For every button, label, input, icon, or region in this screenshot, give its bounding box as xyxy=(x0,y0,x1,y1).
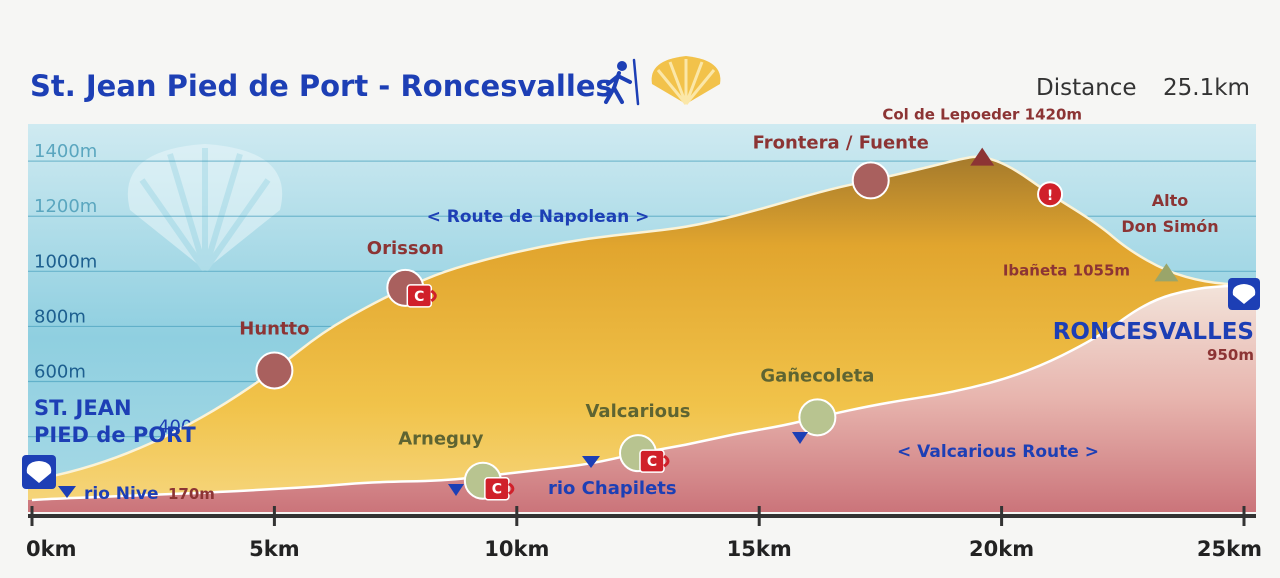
start-shell-badge xyxy=(22,455,56,489)
y-tick-label: 1400m xyxy=(34,141,97,162)
cafe-icon xyxy=(484,476,510,501)
y-tick-label: 1200m xyxy=(34,196,97,217)
y-tick-label: 1000m xyxy=(34,251,97,272)
cafe-mark: C xyxy=(492,482,502,498)
river-chapilets-marker-icon xyxy=(582,456,600,468)
start-name-line1: ST. JEAN xyxy=(34,396,132,420)
valcarious-label: Valcarious xyxy=(585,401,690,422)
frontera-fuente-stop-marker xyxy=(851,161,890,200)
warning-icon xyxy=(1037,181,1064,208)
start-name-line2: PIED de PORT xyxy=(34,423,196,447)
river-nive-label: rio Nive xyxy=(84,484,158,504)
col-de-lepoeder-1420m-label: Col de Lepoeder 1420m xyxy=(882,106,1082,124)
river-nive-altitude: 170m xyxy=(168,485,215,503)
x-tick-label: 15km xyxy=(727,537,792,561)
x-tick-label: 5km xyxy=(249,537,299,561)
x-tick-label: 25km xyxy=(1197,537,1262,561)
ganecoleta-label: Gañecoleta xyxy=(760,365,874,386)
ganecoleta-water-marker-icon xyxy=(792,432,808,444)
river-chapilets-label: rio Chapilets xyxy=(548,478,677,499)
distance-value: 25.1km xyxy=(1163,75,1250,101)
cafe-mark: C xyxy=(414,289,424,305)
x-axis-ticks: 0km 5km 10km 15km 20km 25km xyxy=(26,506,1262,561)
alto-label-line2: Don Simón xyxy=(1121,217,1218,236)
huntto-stop-marker xyxy=(255,351,294,390)
ibaneta-1055m-peak-marker xyxy=(1154,263,1179,282)
ibaneta-1055m-label: Ibañeta 1055m xyxy=(1003,261,1130,279)
river-nive-marker-icon xyxy=(58,486,76,498)
y-tick-label: 600m xyxy=(34,362,86,383)
hiker-icon xyxy=(604,58,640,106)
col-de-lepoeder-1420m-peak-marker xyxy=(970,147,995,166)
x-tick-label: 20km xyxy=(969,537,1034,561)
ganecoleta-village-marker xyxy=(798,398,837,437)
valcarious-route-area xyxy=(28,285,1256,512)
chart-title: St. Jean Pied de Port - Roncesvalles xyxy=(30,69,613,103)
cafe-icon-handle xyxy=(508,482,515,495)
distance-label: Distance xyxy=(1036,75,1137,101)
end-altitude: 950m xyxy=(1207,346,1254,364)
arneguy-label: Arneguy xyxy=(398,429,484,450)
route-napolean-label: < Route de Napolean > xyxy=(427,207,650,227)
frontera-fuente-label: Frontera / Fuente xyxy=(753,132,929,153)
x-tick-label: 10km xyxy=(484,537,549,561)
x-tick-label: 0km xyxy=(26,537,76,561)
alto-label-line1: Alto xyxy=(1152,191,1189,210)
valcarious-route-outline xyxy=(31,283,1245,502)
y-tick-label: 800m xyxy=(34,306,86,327)
warning-mark: ! xyxy=(1047,188,1053,204)
shell-watermark-icon xyxy=(127,144,283,272)
scallop-shell-icon xyxy=(651,56,721,105)
valcarious-route-label: < Valcarious Route > xyxy=(897,442,1099,462)
cafe-icon-handle xyxy=(430,289,437,303)
cafe-icon-handle xyxy=(663,454,670,468)
orisson-label: Orisson xyxy=(367,238,444,259)
huntto-label: Huntto xyxy=(239,319,309,340)
end-shell-badge xyxy=(1228,278,1260,310)
end-name: RONCESVALLES xyxy=(1053,319,1254,345)
cafe-icon xyxy=(406,284,433,308)
cafe-mark: C xyxy=(647,454,657,470)
arneguy-water-marker-icon xyxy=(448,484,464,496)
cafe-icon xyxy=(639,449,665,473)
